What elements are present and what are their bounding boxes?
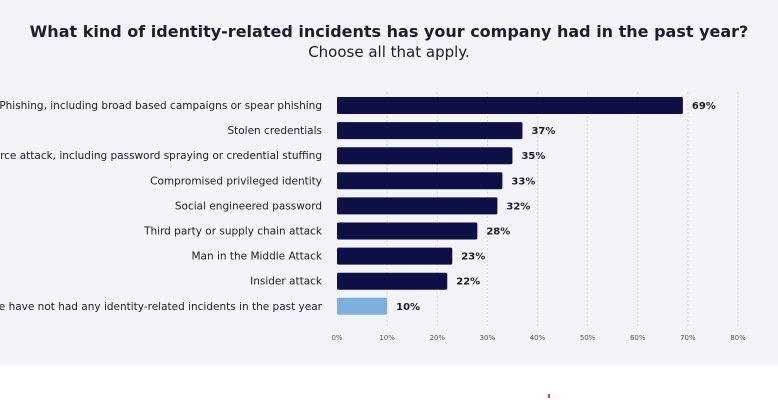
bar <box>337 172 503 190</box>
bar <box>337 97 683 114</box>
x-tick-label: 40% <box>530 334 546 342</box>
x-tick-label: 0% <box>331 334 342 342</box>
bar <box>337 197 498 215</box>
category-label: Social engineered password <box>175 200 322 212</box>
decorative-mark <box>548 394 550 398</box>
category-label: Brute force attack, including password s… <box>0 150 322 162</box>
category-label: Phishing, including broad based campaign… <box>0 100 322 112</box>
chart-title: What kind of identity-related incidents … <box>29 22 749 41</box>
chart-subtitle: Choose all that apply. <box>308 43 470 61</box>
category-label: Insider attack <box>250 276 323 288</box>
x-tick-label: 50% <box>580 334 596 342</box>
value-label: 33% <box>511 176 535 187</box>
category-label: Compromised privileged identity <box>150 175 322 187</box>
x-tick-label: 20% <box>429 334 445 342</box>
value-label: 22% <box>456 277 480 288</box>
x-tick-label: 80% <box>730 334 746 342</box>
category-label: We have not had any identity-related inc… <box>0 301 323 313</box>
bar-chart: 0% 10% 20% 30% 40% 50% 60% 70% 80% Phishing, incl… <box>0 92 746 342</box>
bar <box>337 247 453 265</box>
value-label: 37% <box>531 126 555 137</box>
value-label: 10% <box>396 302 420 313</box>
bar <box>337 297 388 315</box>
category-label: Man in the Middle Attack <box>191 251 322 263</box>
bar <box>337 122 523 140</box>
value-label: 28% <box>486 227 510 238</box>
x-tick-label: 10% <box>379 334 395 342</box>
value-label: 23% <box>461 252 485 263</box>
category-label: Third party or supply chain attack <box>143 226 323 238</box>
bar <box>337 272 448 290</box>
value-label: 35% <box>521 151 545 162</box>
category-label: Stolen credentials <box>227 125 322 137</box>
bar <box>337 147 513 165</box>
x-tick-label: 30% <box>480 334 496 342</box>
value-label: 32% <box>506 201 530 212</box>
x-tick-label: 70% <box>680 334 696 342</box>
value-label: 69% <box>692 101 716 112</box>
x-tick-label: 60% <box>630 334 646 342</box>
bar <box>337 222 478 240</box>
